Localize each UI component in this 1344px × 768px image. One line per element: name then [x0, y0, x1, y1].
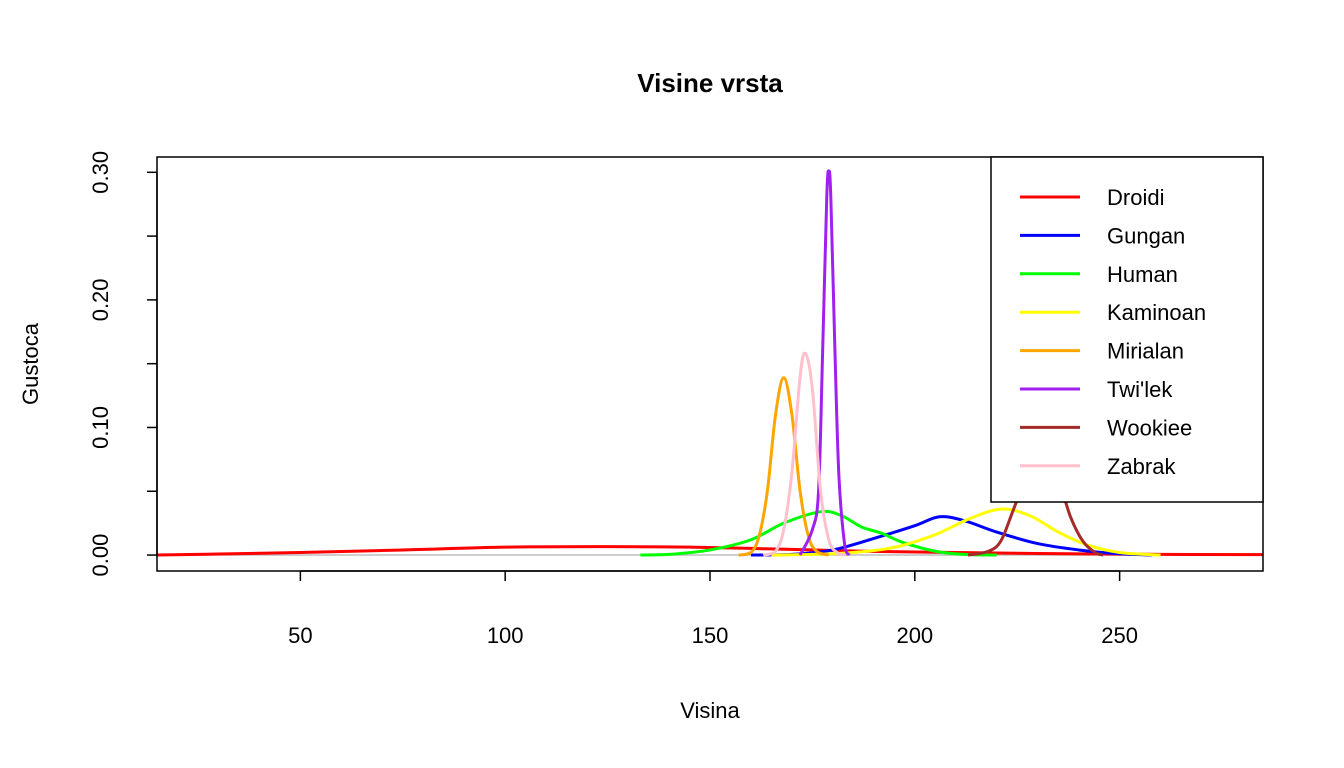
y-axis-label: Gustoca: [18, 322, 43, 405]
chart-title: Visine vrsta: [637, 68, 783, 98]
legend-label: Human: [1107, 262, 1178, 287]
y-tick-label: 0.00: [88, 534, 113, 577]
series-line-mirialan: [738, 376, 830, 557]
series-line-gungan: [750, 515, 1153, 557]
series-line-kaminoan: [771, 507, 1161, 557]
y-tick-label: 0.30: [88, 151, 113, 194]
legend-label: Wookiee: [1107, 415, 1192, 440]
y-tick-label: 0.20: [88, 278, 113, 321]
legend-label: Twi'lek: [1107, 377, 1173, 402]
legend: Droidi Gungan Human Kaminoan Mirialan Twi'lek…: [990, 156, 1264, 503]
legend-label: Zabrak: [1107, 454, 1176, 479]
y-tick-label: 0.10: [88, 406, 113, 449]
x-tick-label: 100: [487, 623, 524, 648]
x-tick-label: 200: [896, 623, 933, 648]
legend-box: [990, 156, 1264, 503]
legend-label: Kaminoan: [1107, 300, 1206, 325]
x-tick-label: 250: [1101, 623, 1138, 648]
y-axis: 0.00 0.10 0.20 0.30: [88, 151, 158, 577]
legend-label: Droidi: [1107, 185, 1164, 210]
series-group: [157, 169, 1263, 557]
x-axis: 50 100 150 200 250: [288, 570, 1138, 648]
series-line-zabrak: [762, 351, 846, 557]
series-line-twilek: [798, 169, 851, 557]
legend-label: Gungan: [1107, 223, 1185, 248]
series-line-droidi: [157, 545, 1263, 557]
x-tick-label: 150: [692, 623, 729, 648]
x-tick-label: 50: [288, 623, 312, 648]
x-axis-label: Visina: [680, 698, 740, 723]
legend-label: Mirialan: [1107, 339, 1184, 364]
